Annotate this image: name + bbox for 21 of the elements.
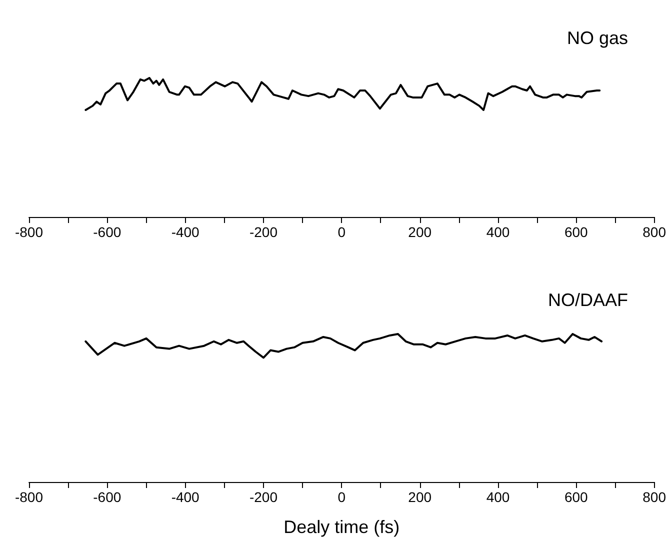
x-tick-label: -200	[249, 489, 278, 505]
x-tick-label: -600	[93, 224, 122, 240]
x-axis-title: Dealy time (fs)	[284, 517, 400, 537]
x-tick-label: -800	[14, 489, 44, 505]
x-tick-label: 400	[486, 224, 510, 240]
x-tick-label: 200	[408, 224, 432, 240]
x-tick-label: -800	[14, 224, 44, 240]
chart-title: NO gas	[566, 28, 628, 48]
x-tick-label: -200	[249, 224, 278, 240]
x-tick-label: 400	[486, 489, 510, 505]
x-tick-label: -600	[93, 489, 122, 505]
x-tick-label: 800	[642, 224, 666, 240]
x-tick-label: 0	[338, 489, 346, 505]
chart-title: NO/DAAF	[548, 290, 628, 310]
x-tick-label: 200	[408, 489, 432, 505]
x-tick-label: 800	[642, 489, 666, 505]
x-tick-label: 600	[564, 489, 588, 505]
x-tick-label: -400	[171, 489, 200, 505]
x-tick-label: 0	[338, 224, 346, 240]
x-tick-label: 600	[564, 224, 588, 240]
x-tick-label: -400	[171, 224, 200, 240]
